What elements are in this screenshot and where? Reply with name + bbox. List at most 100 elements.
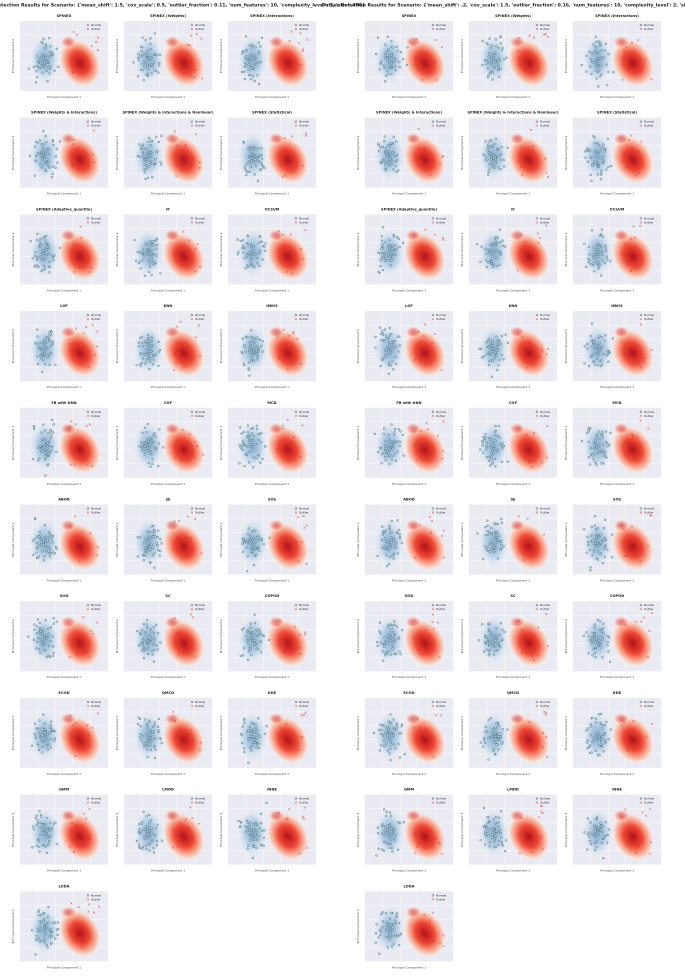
outlier-point <box>537 816 541 819</box>
normal-point <box>494 439 497 442</box>
normal-point <box>394 355 397 359</box>
normal-point <box>492 447 496 450</box>
density-outlier <box>507 618 551 668</box>
x-axis-label: Principal Component 1 <box>255 385 289 389</box>
normal-point <box>582 634 585 638</box>
density-normal <box>236 517 269 569</box>
normal-point <box>374 941 377 944</box>
normal-point <box>48 555 52 558</box>
legend-label: Normal <box>644 23 654 27</box>
x-axis-label: Principal Component 1 <box>496 385 530 389</box>
normal-point <box>252 435 255 438</box>
normal-point <box>256 539 259 542</box>
normal-point <box>154 157 157 161</box>
normal-point <box>263 167 266 170</box>
normal-point <box>591 554 594 557</box>
normal-point <box>243 65 246 68</box>
legend-marker <box>190 511 194 514</box>
normal-point <box>502 357 505 361</box>
normal-point <box>32 65 36 69</box>
normal-point <box>391 945 394 948</box>
normal-point <box>612 71 615 74</box>
normal-point <box>378 929 381 932</box>
outlier-point <box>92 911 96 914</box>
normal-point <box>154 834 157 837</box>
normal-point <box>150 254 154 258</box>
normal-point <box>595 40 598 44</box>
normal-point <box>35 328 39 331</box>
normal-point <box>486 67 490 70</box>
normal-point <box>392 443 395 446</box>
normal-point <box>40 158 44 161</box>
normal-point <box>35 69 38 73</box>
normal-point <box>250 159 253 162</box>
legend-marker <box>639 507 643 510</box>
density-outlier <box>611 328 655 378</box>
normal-point <box>46 336 49 339</box>
outlier-point <box>429 548 432 551</box>
legend-label: Normal <box>195 507 205 511</box>
density-normal <box>373 420 406 473</box>
legend-label: Normal <box>540 603 550 607</box>
outlier-point <box>73 515 77 518</box>
normal-point <box>136 154 139 158</box>
normal-point <box>488 550 492 553</box>
normal-point <box>492 749 495 752</box>
outlier-point <box>417 330 420 333</box>
normal-point <box>35 55 39 58</box>
normal-point <box>153 648 156 652</box>
legend-marker <box>639 414 643 417</box>
normal-point <box>592 636 596 639</box>
density-outlier <box>509 712 526 725</box>
normal-point <box>385 833 388 836</box>
y-axis-label: Principal Component 2 <box>460 522 464 556</box>
normal-point <box>487 758 490 761</box>
x-axis-label: Principal Component 1 <box>151 95 185 99</box>
normal-point <box>487 170 490 173</box>
normal-point <box>385 347 388 351</box>
normal-point <box>389 245 392 249</box>
normal-point <box>380 453 384 456</box>
normal-point <box>242 537 246 541</box>
normal-point <box>594 149 597 153</box>
normal-point <box>43 941 46 944</box>
normal-point <box>591 632 594 635</box>
normal-point <box>585 631 588 634</box>
normal-point <box>496 155 499 159</box>
normal-point <box>383 67 386 70</box>
legend-marker <box>431 313 435 317</box>
normal-point <box>37 744 40 747</box>
outlier-point <box>650 514 653 517</box>
normal-point <box>598 437 602 440</box>
normal-point <box>594 363 597 367</box>
density-outlier <box>60 519 77 532</box>
normal-point <box>44 252 47 255</box>
legend-marker <box>639 704 643 708</box>
normal-point <box>389 536 393 539</box>
normal-point <box>583 362 586 365</box>
normal-point <box>47 448 50 451</box>
outlier-point <box>527 51 530 55</box>
density-outlier <box>164 36 181 48</box>
normal-point <box>248 735 252 738</box>
x-axis-label: Principal Component 1 <box>47 385 81 389</box>
outlier-point <box>87 255 90 259</box>
normal-point <box>155 238 158 241</box>
normal-point <box>388 454 392 457</box>
outlier-point <box>435 837 438 840</box>
normal-point <box>146 755 149 759</box>
outlier-point <box>542 533 546 536</box>
normal-point <box>144 718 147 721</box>
outlier-point <box>189 537 193 540</box>
legend-marker <box>431 797 435 800</box>
normal-point <box>250 245 253 249</box>
outlier-point <box>626 749 629 752</box>
y-axis-label: Principal Component 2 <box>11 232 15 266</box>
density-normal <box>236 807 269 860</box>
outlier-point <box>185 145 188 149</box>
normal-point <box>389 364 393 367</box>
normal-point <box>491 153 494 156</box>
normal-point <box>493 828 496 831</box>
